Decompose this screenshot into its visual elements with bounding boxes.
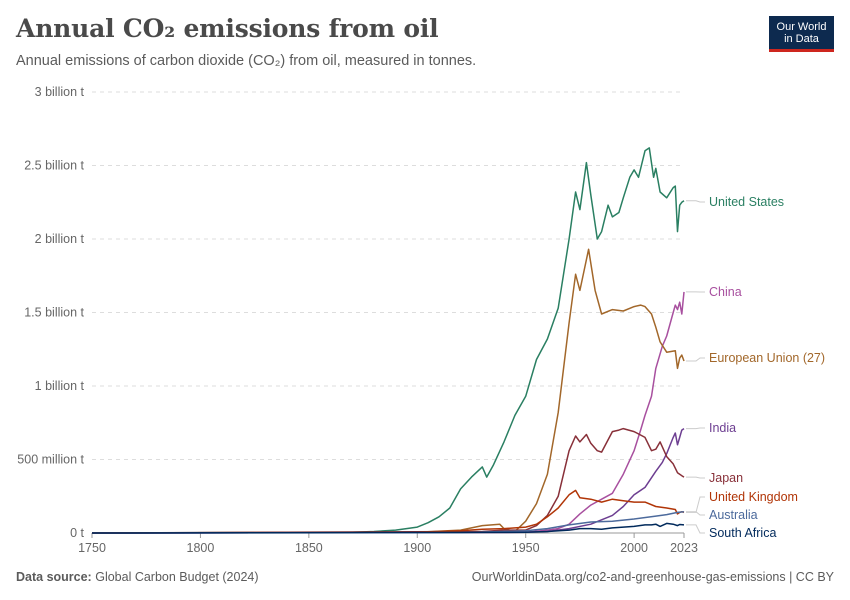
series-line-india[interactable] <box>91 427 685 534</box>
y-tick-label: 2.5 billion t <box>24 159 84 173</box>
series-line-united-kingdom[interactable] <box>91 489 685 534</box>
y-tick-label: 1.5 billion t <box>24 306 84 320</box>
y-tick-label: 0 t <box>70 526 84 540</box>
chart-subtitle: Annual emissions of carbon dioxide (CO₂)… <box>16 53 477 69</box>
x-tick-label: 1950 <box>512 541 540 555</box>
x-tick-label: 1850 <box>295 541 323 555</box>
series-line-south-africa[interactable] <box>91 522 685 534</box>
data-source-label: Data source: <box>16 570 92 584</box>
x-tick-label: 1750 <box>78 541 106 555</box>
series-lines <box>91 147 685 534</box>
series-label[interactable]: European Union (27) <box>709 351 825 365</box>
series-label[interactable]: India <box>709 421 736 435</box>
y-tick-label: 3 billion t <box>35 85 85 99</box>
label-connector <box>686 496 705 513</box>
series-line-china[interactable] <box>91 291 685 534</box>
label-connector <box>686 524 705 534</box>
series-label[interactable]: China <box>709 285 742 299</box>
label-connector <box>686 357 705 362</box>
logo-line-2: in Data <box>784 32 819 45</box>
series-line-australia[interactable] <box>91 510 685 534</box>
x-tick-label: 2023 <box>670 541 698 555</box>
label-connector <box>686 511 705 516</box>
data-source: Data source: Global Carbon Budget (2024) <box>16 570 259 584</box>
chart-title: Annual CO₂ emissions from oil <box>16 14 439 43</box>
x-tick-label: 1900 <box>403 541 431 555</box>
footer-url[interactable]: OurWorldinData.org/co2-and-greenhouse-ga… <box>471 570 834 584</box>
series-line-united-states[interactable] <box>91 147 685 534</box>
series-line-japan[interactable] <box>91 427 685 534</box>
grid-lines <box>92 91 684 534</box>
series-labels: United States China European Union (27) Ind… <box>686 195 825 540</box>
series-label[interactable]: Japan <box>709 471 743 485</box>
data-source-link[interactable]: Global Carbon Budget (2024) <box>95 570 259 584</box>
series-label[interactable]: United States <box>709 195 784 209</box>
logo-line-1: Our World <box>776 20 827 33</box>
y-axis-ticks: 0 t 500 million t 1 billion t 1.5 billion t… <box>17 85 84 540</box>
x-tick-label: 1800 <box>187 541 215 555</box>
x-axis-ticks: 1750 1800 1850 1900 1950 2000 2023 <box>78 533 698 555</box>
y-tick-label: 2 billion t <box>35 232 85 246</box>
series-label[interactable]: United Kingdom <box>709 490 798 504</box>
y-tick-label: 1 billion t <box>35 379 85 393</box>
series-line-european-union-27[interactable] <box>91 248 685 534</box>
series-label[interactable]: Australia <box>709 508 758 522</box>
label-connector <box>686 476 705 479</box>
y-tick-label: 500 million t <box>17 453 84 467</box>
series-label[interactable]: South Africa <box>709 526 776 540</box>
label-connector <box>686 200 705 203</box>
label-connector <box>686 427 705 430</box>
owid-logo[interactable]: Our World in Data <box>769 16 834 52</box>
x-tick-label: 2000 <box>620 541 648 555</box>
